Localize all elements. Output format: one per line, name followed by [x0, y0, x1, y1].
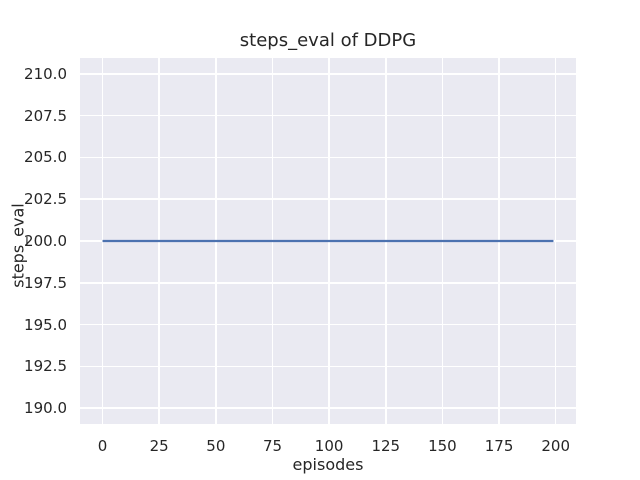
horizontal-gridline: [80, 407, 576, 409]
x-tick-label: 50: [206, 437, 226, 455]
y-tick-label: 197.5: [24, 273, 67, 292]
y-tick-label: 190.0: [24, 399, 67, 418]
x-tick-label: 75: [262, 437, 283, 455]
y-tick-label: 210.0: [24, 64, 67, 83]
y-tick-label: 200.0: [24, 232, 67, 250]
chart-title: steps_eval of DDPG: [239, 30, 417, 51]
horizontal-gridline: [80, 73, 576, 75]
x-tick-label: 0: [97, 437, 108, 455]
x-tick-label: 100: [314, 437, 344, 455]
y-tick-label: 207.5: [24, 106, 67, 125]
x-tick-label: 200: [541, 437, 571, 455]
horizontal-gridline: [80, 198, 576, 200]
x-tick-label: 175: [484, 437, 514, 455]
plot-area: [80, 58, 576, 424]
y-tick-label: 202.5: [24, 190, 67, 209]
horizontal-gridline: [80, 323, 576, 326]
horizontal-gridline: [80, 156, 576, 159]
x-tick-label: 25: [149, 437, 169, 455]
horizontal-gridline: [80, 282, 576, 284]
horizontal-gridline: [80, 114, 576, 117]
x-tick-label: 125: [371, 437, 401, 455]
y-tick-label: 205.0: [24, 148, 67, 167]
series-layer: [102, 239, 554, 243]
x-tick-label: 150: [428, 437, 457, 455]
y-tick-label: 195.0: [24, 315, 67, 334]
y-tick-label: 192.5: [24, 357, 67, 376]
x-axis-label: episodes: [292, 455, 364, 474]
horizontal-gridline: [80, 365, 576, 368]
